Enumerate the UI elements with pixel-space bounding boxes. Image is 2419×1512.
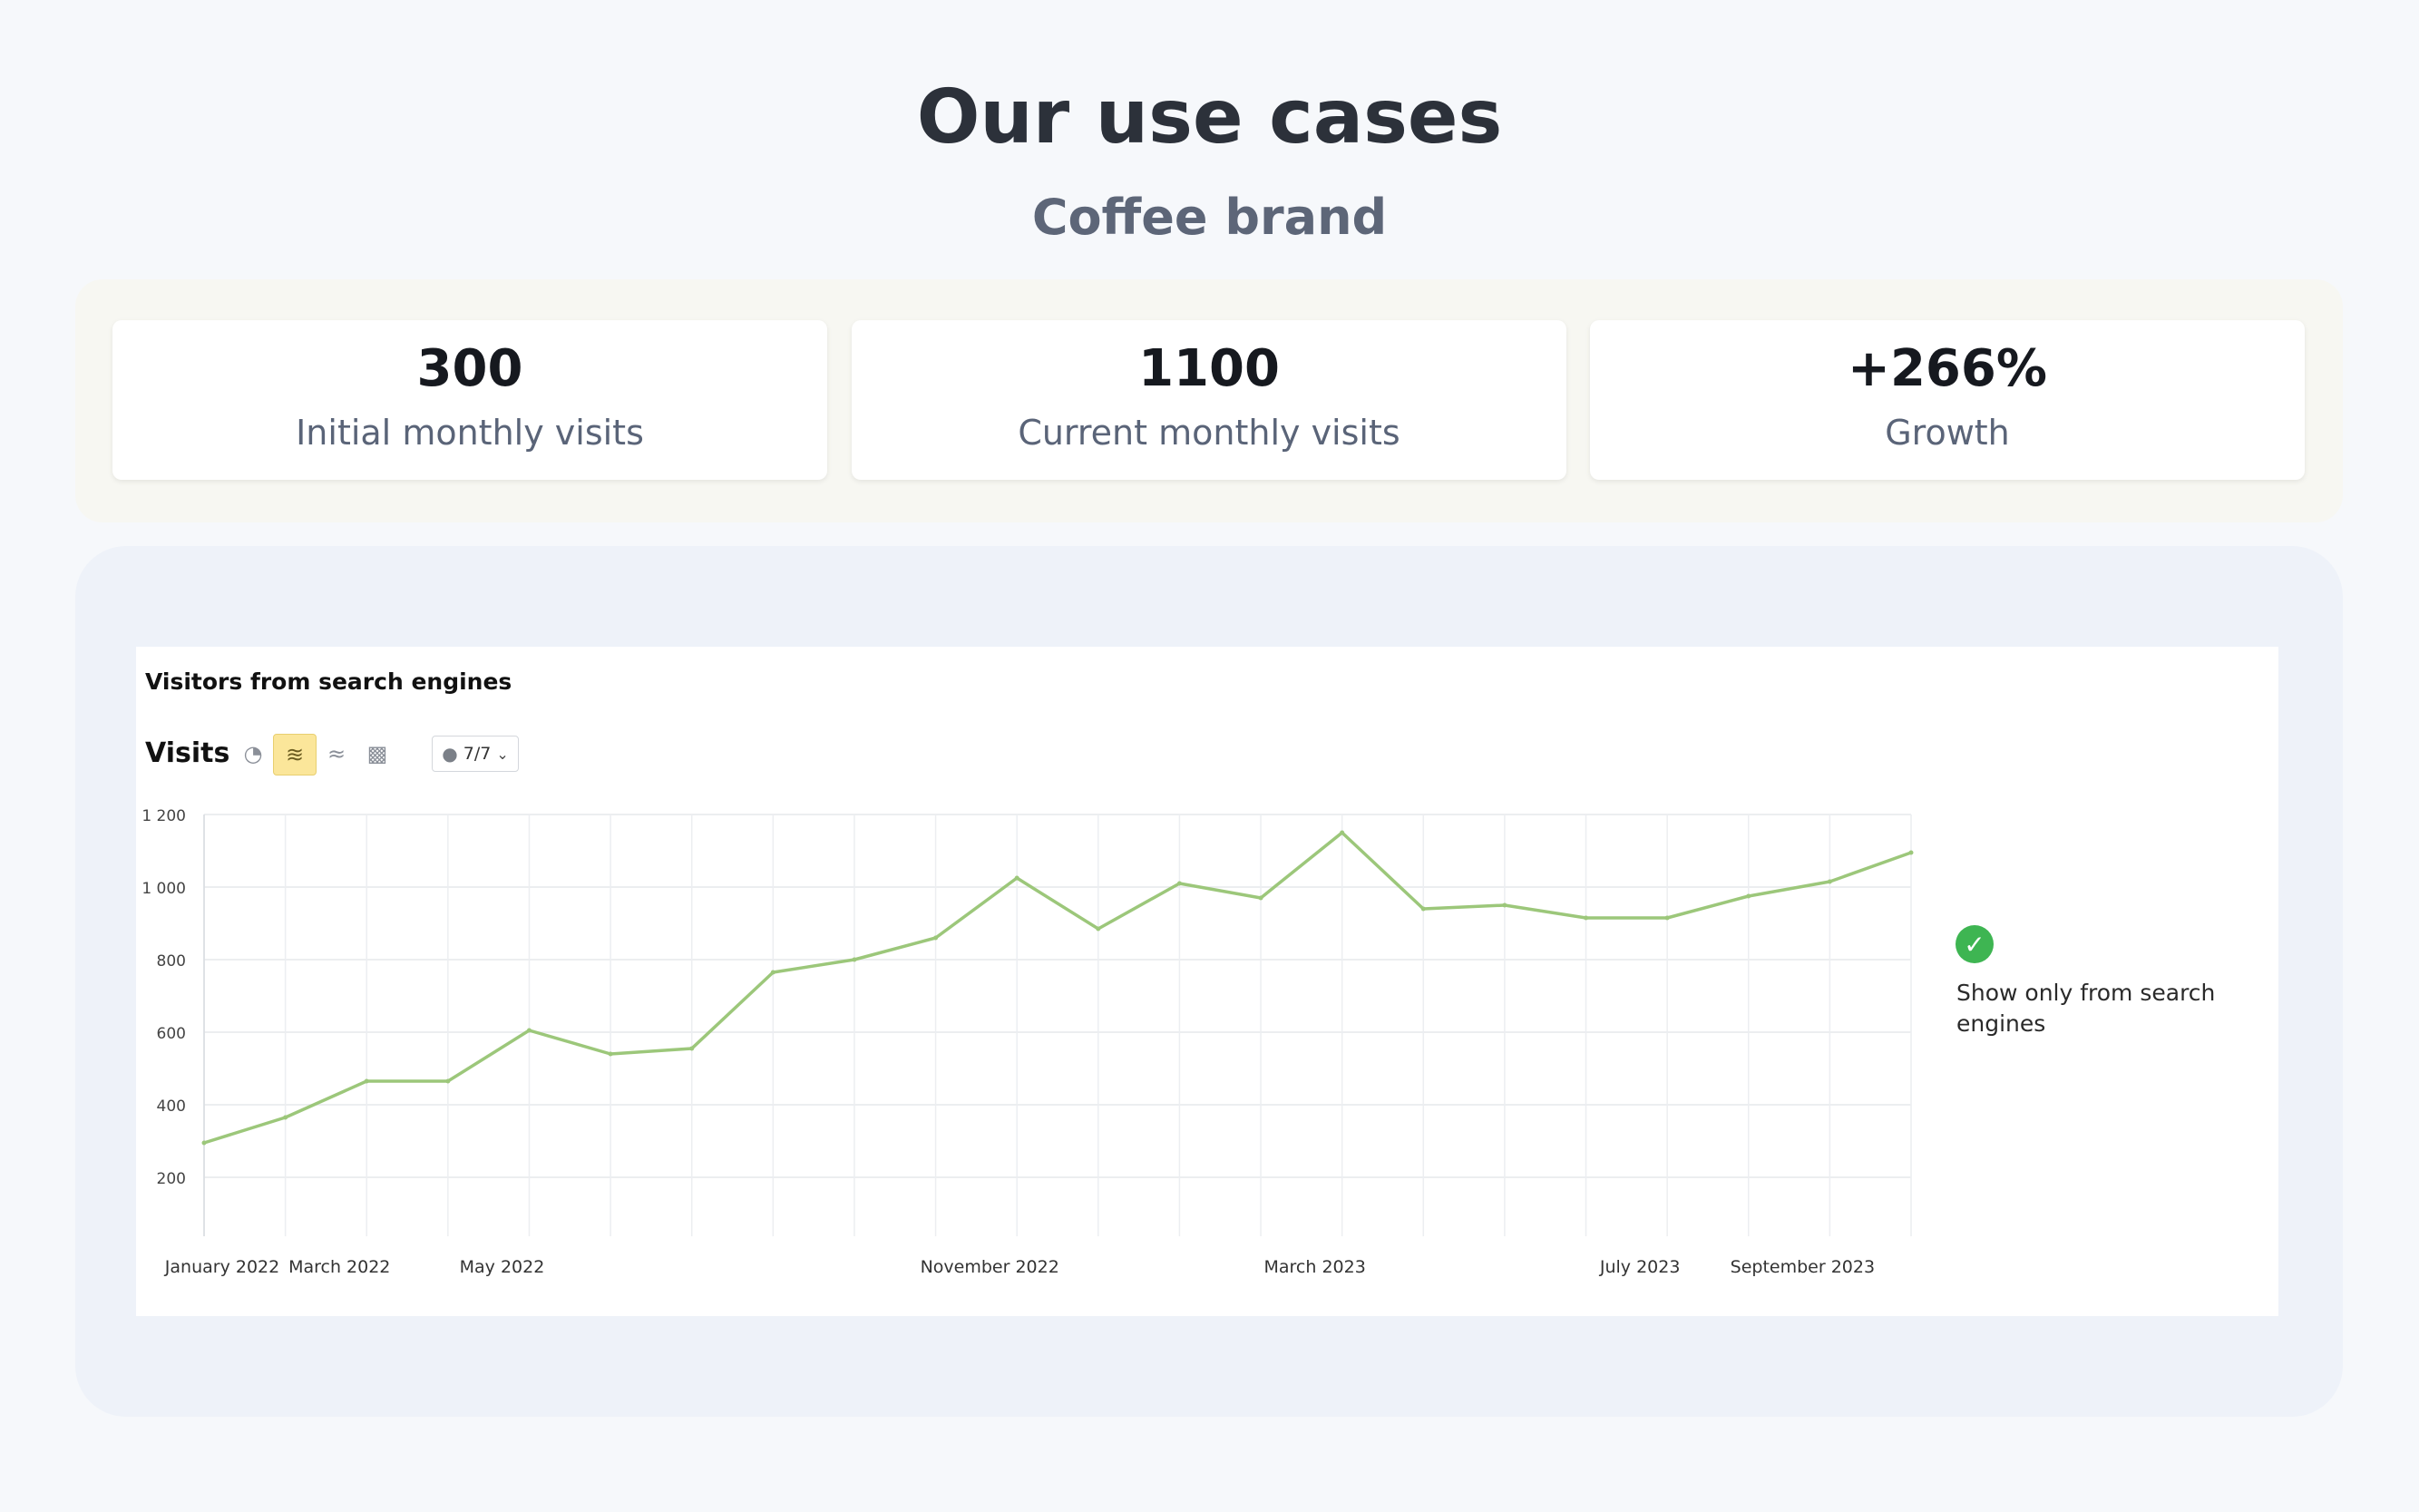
notes-select[interactable]: ● 7/7 ⌄	[432, 736, 519, 772]
legend-label[interactable]: Show only from search engines	[1956, 980, 2216, 1037]
data-point	[770, 970, 775, 975]
bar-chart-icon[interactable]: ▩	[366, 741, 388, 766]
data-point	[608, 1051, 613, 1057]
data-point	[1827, 879, 1832, 884]
x-tick-label: January 2022	[164, 1257, 279, 1277]
check-circle-icon[interactable]: ✓	[1956, 925, 1994, 963]
stat-value: 1100	[1138, 339, 1280, 398]
stat-card-growth: +266% Growth	[1590, 320, 2305, 480]
y-tick-label: 1 200	[141, 807, 186, 825]
y-tick-label: 400	[157, 1097, 186, 1116]
y-tick-label: 1 000	[141, 880, 186, 898]
data-point	[933, 935, 939, 941]
line-chart-icon[interactable]: ≋	[273, 734, 317, 776]
data-point	[445, 1078, 451, 1084]
stat-card-current: 1100 Current monthly visits	[852, 320, 1566, 480]
data-point	[1340, 830, 1345, 835]
series-line	[203, 831, 1912, 1145]
stat-label: Initial monthly visits	[296, 413, 644, 453]
data-point	[1584, 915, 1589, 921]
data-point	[1014, 875, 1019, 881]
chart-panel: Visitors from search engines Visits ◔ ≋ …	[75, 546, 2343, 1417]
page-title: Our use cases	[916, 74, 1503, 161]
x-tick-label: May 2022	[460, 1257, 545, 1277]
x-tick-label: September 2023	[1731, 1257, 1875, 1277]
x-tick-label: March 2022	[288, 1257, 390, 1277]
notes-select-value: 7/7	[463, 744, 492, 764]
stat-label: Growth	[1885, 413, 2010, 453]
y-tick-label: 800	[157, 952, 186, 971]
data-point	[201, 1140, 207, 1146]
x-tick-label: March 2023	[1264, 1257, 1366, 1277]
stat-value: +266%	[1848, 339, 2047, 398]
data-point	[852, 957, 857, 962]
data-point	[283, 1115, 288, 1120]
area-chart-icon[interactable]: ≈	[327, 741, 346, 766]
x-tick-label: July 2023	[1599, 1257, 1681, 1277]
data-point	[1908, 850, 1914, 855]
chart-card: Visitors from search engines Visits ◔ ≋ …	[136, 647, 2278, 1316]
data-point	[1664, 915, 1670, 921]
stats-panel: 300 Initial monthly visits 1100 Current …	[75, 279, 2343, 522]
data-point	[1420, 906, 1426, 912]
y-tick-label: 200	[157, 1170, 186, 1188]
stat-label: Current monthly visits	[1018, 413, 1400, 453]
metric-label: Visits	[145, 737, 230, 769]
chart-title: Visitors from search engines	[145, 668, 512, 695]
data-point	[526, 1028, 532, 1033]
data-point	[1258, 895, 1263, 901]
data-point	[1502, 902, 1507, 908]
data-point	[1096, 926, 1101, 932]
data-point	[1746, 893, 1751, 899]
chevron-down-icon: ⌄	[496, 745, 509, 763]
data-point	[689, 1046, 695, 1051]
x-tick-label: November 2022	[921, 1257, 1059, 1277]
y-tick-label: 600	[157, 1025, 186, 1043]
speech-bubble-icon: ●	[442, 743, 458, 765]
stat-card-initial: 300 Initial monthly visits	[112, 320, 827, 480]
pie-chart-icon[interactable]: ◔	[243, 741, 263, 766]
data-point	[364, 1078, 369, 1084]
page-subtitle: Coffee brand	[1031, 189, 1388, 246]
stat-value: 300	[416, 339, 523, 398]
data-point	[1176, 881, 1182, 886]
line-chart-plot: 200 400 600 800 1 000 1 200 January 2022 March …	[141, 807, 1914, 1277]
